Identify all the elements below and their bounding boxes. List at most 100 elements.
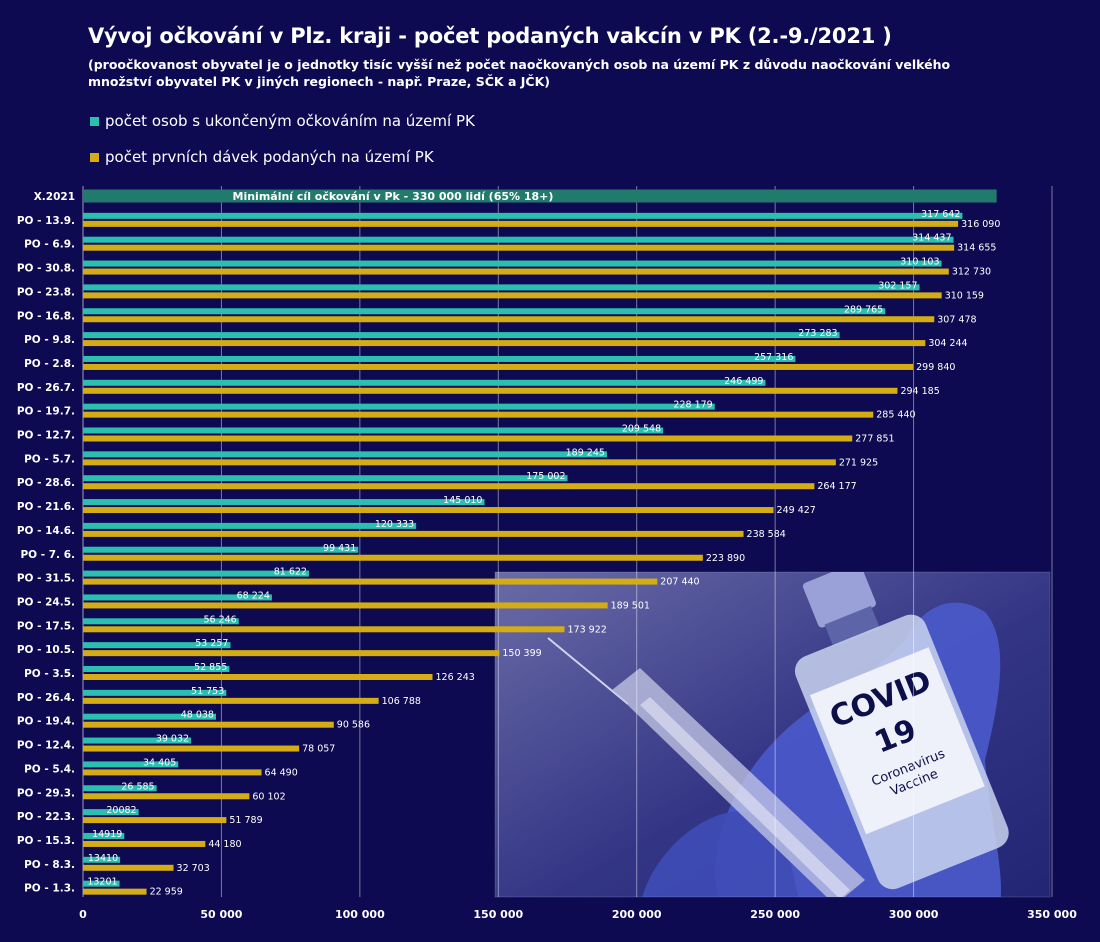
category-label: PO - 17.5. bbox=[17, 620, 75, 632]
x-tick-label: 350 000 bbox=[1027, 908, 1077, 921]
bar-completed bbox=[83, 832, 125, 839]
data-label-completed: 52 855 bbox=[194, 662, 227, 673]
bar-first-dose bbox=[83, 244, 955, 251]
bar-completed bbox=[83, 427, 664, 434]
data-label-first-dose: 44 180 bbox=[208, 839, 241, 850]
category-label: PO - 10.5. bbox=[17, 644, 75, 656]
bar-first-dose bbox=[83, 793, 250, 800]
bar-first-dose bbox=[83, 411, 874, 418]
bar-completed bbox=[83, 856, 121, 863]
data-label-completed: 145 010 bbox=[443, 495, 482, 506]
data-label-first-dose: 249 427 bbox=[777, 505, 816, 516]
data-label-first-dose: 314 655 bbox=[957, 243, 996, 254]
category-label: PO - 5.7. bbox=[24, 453, 75, 465]
data-label-completed: 13410 bbox=[88, 853, 118, 864]
data-label-completed: 302 157 bbox=[878, 280, 917, 291]
data-label-completed: 289 765 bbox=[844, 304, 883, 315]
data-label-first-dose: 304 244 bbox=[928, 338, 967, 349]
bar-completed bbox=[83, 761, 179, 768]
data-label-first-dose: 106 788 bbox=[382, 696, 421, 707]
data-label-first-dose: 126 243 bbox=[436, 672, 475, 683]
data-label-completed: 246 499 bbox=[724, 376, 763, 387]
data-label-first-dose: 60 102 bbox=[252, 791, 285, 802]
bar-completed bbox=[83, 499, 485, 506]
photo-border bbox=[494, 571, 1051, 898]
vial-cap bbox=[802, 572, 876, 628]
bar-first-dose bbox=[83, 530, 744, 537]
bar-first-dose bbox=[83, 745, 300, 752]
data-label-completed: 209 548 bbox=[622, 424, 661, 435]
data-label-completed: 20082 bbox=[106, 805, 136, 816]
bar-first-dose bbox=[83, 435, 853, 442]
bar-first-dose bbox=[83, 316, 935, 323]
category-label: PO - 31.5. bbox=[17, 573, 75, 585]
vial-neck bbox=[824, 605, 880, 647]
data-label-first-dose: 78 057 bbox=[302, 744, 335, 755]
bar-first-dose bbox=[83, 674, 433, 680]
category-label: PO - 14.6. bbox=[17, 525, 75, 537]
data-label-completed: 120 333 bbox=[375, 519, 414, 530]
data-label-completed: 81 622 bbox=[274, 567, 307, 578]
bar-first-dose bbox=[83, 626, 565, 633]
data-label-first-dose: 207 440 bbox=[660, 577, 699, 588]
category-label: PO - 12.4. bbox=[17, 740, 75, 752]
bar-completed bbox=[83, 785, 157, 792]
bar-first-dose bbox=[83, 817, 227, 824]
data-label-completed: 189 245 bbox=[566, 447, 605, 458]
category-label: PO - 22.3. bbox=[17, 811, 75, 823]
data-label-completed: 48 038 bbox=[181, 710, 214, 721]
data-label-completed: 317 642 bbox=[921, 209, 960, 220]
bar-completed bbox=[83, 260, 942, 267]
bar-first-dose bbox=[83, 840, 206, 847]
x-tick-label: 300 000 bbox=[889, 908, 939, 921]
data-label-completed: 14919 bbox=[92, 829, 122, 840]
bar-completed bbox=[83, 284, 920, 291]
category-label: PO - 23.8. bbox=[17, 286, 75, 298]
bar-completed bbox=[83, 236, 954, 243]
data-label-first-dose: 189 501 bbox=[611, 600, 650, 611]
chart-title: Vývoj očkování v Plz. kraji - počet poda… bbox=[88, 24, 892, 48]
category-label: PO - 15.3. bbox=[17, 835, 75, 847]
category-label: PO - 19.7. bbox=[17, 406, 75, 418]
data-label-completed: 26 585 bbox=[121, 781, 154, 792]
bar-completed bbox=[83, 666, 230, 672]
chart-subtitle: (proočkovanost obyvatel je o jednotky ti… bbox=[88, 57, 951, 89]
data-label-first-dose: 238 584 bbox=[747, 529, 786, 540]
data-label-completed: 51 753 bbox=[191, 686, 224, 697]
bar-first-dose bbox=[83, 650, 500, 657]
category-label: PO - 29.3. bbox=[17, 787, 75, 799]
syringe-highlight bbox=[640, 697, 850, 897]
data-label-first-dose: 32 703 bbox=[177, 863, 210, 874]
bar-completed bbox=[83, 522, 417, 529]
data-label-first-dose: 223 890 bbox=[706, 553, 745, 564]
data-label-completed: 228 179 bbox=[673, 400, 712, 411]
data-label-first-dose: 310 159 bbox=[945, 290, 984, 301]
bar-completed bbox=[83, 212, 963, 219]
bar-completed bbox=[83, 379, 766, 386]
category-label: PO - 9.8. bbox=[24, 334, 75, 346]
target-bar bbox=[83, 189, 997, 203]
data-label-first-dose: 316 090 bbox=[961, 219, 1000, 230]
bar-first-dose bbox=[83, 554, 703, 561]
bar-completed bbox=[83, 332, 840, 339]
data-label-completed: 53 257 bbox=[195, 638, 228, 649]
category-label: PO - 13.9. bbox=[17, 215, 75, 227]
bar-first-dose bbox=[83, 578, 658, 585]
x-tick-label: 100 000 bbox=[335, 908, 385, 921]
data-label-completed: 273 283 bbox=[798, 328, 837, 339]
target-bar-label: Minimální cíl očkování v Pk - 330 000 li… bbox=[233, 190, 554, 203]
bar-first-dose bbox=[83, 459, 836, 466]
bar-completed bbox=[83, 713, 216, 720]
data-label-completed: 68 224 bbox=[237, 590, 270, 601]
data-label-completed: 34 405 bbox=[143, 757, 176, 768]
category-label: PO - 16.8. bbox=[17, 310, 75, 322]
category-label: PO - 1.3. bbox=[24, 883, 75, 895]
x-tick-label: 150 000 bbox=[473, 908, 523, 921]
data-label-completed: 13201 bbox=[87, 877, 117, 888]
bar-completed bbox=[83, 594, 272, 601]
data-label-first-dose: 277 851 bbox=[855, 434, 894, 445]
bar-completed bbox=[83, 809, 139, 816]
bar-completed bbox=[83, 475, 568, 482]
